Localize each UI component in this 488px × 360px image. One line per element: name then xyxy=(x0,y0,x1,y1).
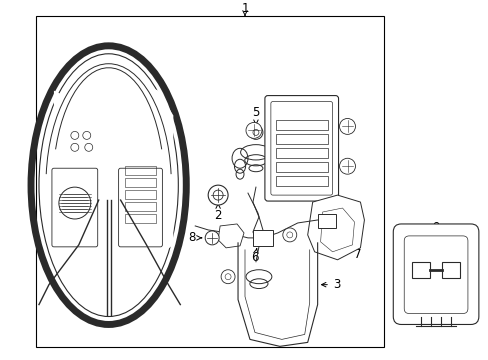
Bar xyxy=(317,214,335,228)
FancyBboxPatch shape xyxy=(264,95,338,201)
Bar xyxy=(124,178,156,187)
Text: 6: 6 xyxy=(251,248,258,264)
Circle shape xyxy=(245,122,262,138)
Circle shape xyxy=(339,158,355,174)
Text: 9: 9 xyxy=(431,221,439,241)
FancyBboxPatch shape xyxy=(119,168,162,247)
Circle shape xyxy=(208,185,227,205)
Bar xyxy=(275,121,327,130)
Bar xyxy=(124,202,156,211)
Bar xyxy=(411,262,429,278)
Bar xyxy=(124,166,156,175)
Bar xyxy=(36,16,384,347)
Bar xyxy=(275,162,327,172)
Polygon shape xyxy=(54,78,173,260)
Polygon shape xyxy=(218,224,244,248)
Bar xyxy=(275,176,327,186)
FancyBboxPatch shape xyxy=(392,224,478,324)
Text: 1: 1 xyxy=(241,3,248,15)
Text: 7: 7 xyxy=(347,246,361,261)
Bar xyxy=(252,230,272,246)
FancyBboxPatch shape xyxy=(52,168,98,247)
Text: 5: 5 xyxy=(252,106,259,125)
Text: 4: 4 xyxy=(297,106,305,125)
Circle shape xyxy=(205,231,219,245)
Circle shape xyxy=(221,270,235,284)
Circle shape xyxy=(248,125,263,139)
Circle shape xyxy=(282,228,296,242)
Ellipse shape xyxy=(39,54,178,316)
Text: 8: 8 xyxy=(188,231,201,244)
Bar xyxy=(441,262,459,278)
Bar xyxy=(275,134,327,144)
Bar xyxy=(124,214,156,223)
Text: 2: 2 xyxy=(214,203,222,221)
Polygon shape xyxy=(307,195,364,260)
Text: 3: 3 xyxy=(321,278,340,291)
Circle shape xyxy=(339,118,355,134)
Bar xyxy=(275,148,327,158)
Bar xyxy=(124,190,156,199)
